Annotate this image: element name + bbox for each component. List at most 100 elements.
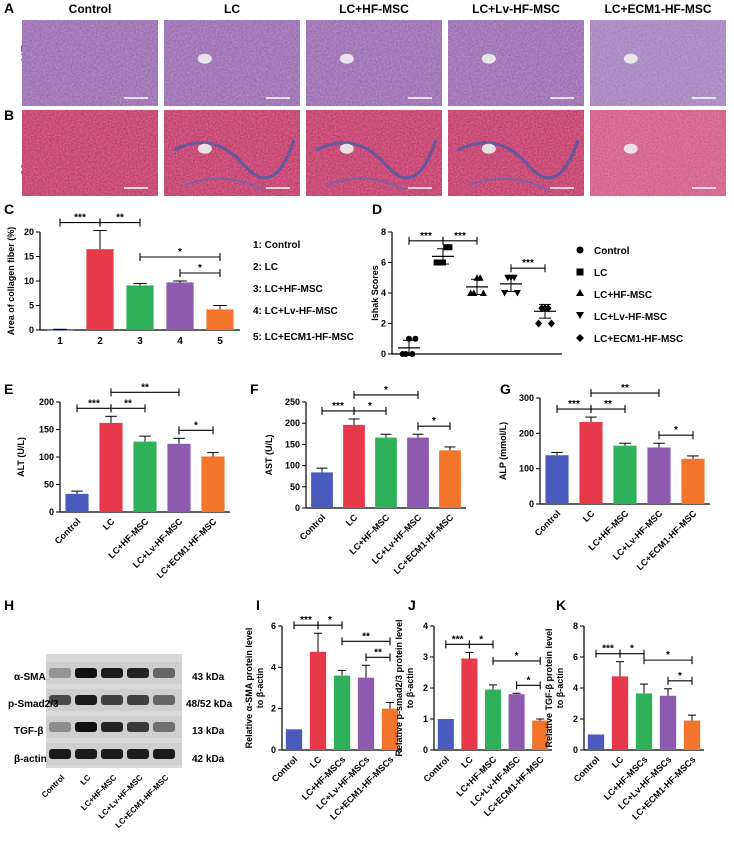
significance-label: * (666, 650, 670, 661)
y-tick-label: 50 (290, 482, 300, 492)
significance-label: * (198, 263, 202, 274)
he-stain-image (22, 20, 158, 106)
bar (681, 458, 705, 504)
legend-d-marker-triangle (576, 289, 584, 296)
x-tick-label: LC+ECM1-HF-MSC (155, 516, 219, 580)
blot-band (127, 722, 149, 732)
y-tick-label: 2 (573, 714, 578, 724)
legend-c-item: 4: LC+Lv-HF-MSC (253, 306, 338, 317)
bar (375, 437, 397, 508)
significance-label: *** (88, 398, 100, 409)
x-tick-label: 4 (177, 336, 183, 347)
bar (167, 443, 191, 512)
panel-letter-i: I (256, 597, 260, 613)
legend-c-item: 2: LC (253, 262, 278, 273)
significance-bracket: * (492, 651, 541, 665)
column-label: LC+ECM1-HF-MSC (605, 2, 712, 16)
y-tick-label: 4 (271, 662, 276, 672)
y-axis-label: Ishak Scores (370, 265, 380, 321)
data-point (443, 244, 450, 251)
significance-label: * (630, 644, 634, 655)
bar (46, 329, 74, 331)
bar (407, 437, 429, 508)
panel-letter-a: A (4, 0, 14, 16)
data-point (433, 259, 440, 266)
y-tick-label: 200 (39, 397, 54, 407)
significance-label: ** (362, 631, 370, 642)
y-tick-label: 3 (423, 652, 428, 662)
significance-label: *** (454, 231, 466, 242)
x-tick-label: 1 (57, 336, 63, 347)
bar (437, 719, 454, 750)
significance-label: ** (621, 383, 629, 394)
x-tick-label: LC (344, 512, 360, 528)
blot-band (101, 749, 123, 759)
blot-band (75, 668, 97, 678)
significance-label: ** (116, 213, 124, 224)
blot-band (75, 695, 97, 705)
significance-bracket: ** (590, 399, 626, 414)
significance-label: * (432, 416, 436, 427)
histology-panels: A B Control LC LC+HF-MSC LC+Lv-HF-MSC LC+ECM… (4, 0, 726, 196)
y-tick-label: 4 (423, 621, 428, 631)
panel-letter-j: J (408, 597, 416, 613)
significance-label: * (384, 385, 388, 396)
x-tick-label: Control (422, 754, 452, 784)
y-axis-label: to β-actin (405, 668, 415, 709)
y-tick-label: 8 (573, 621, 578, 631)
column-label: Control (69, 2, 112, 16)
significance-label: * (678, 671, 682, 682)
legend-c-item: 3: LC+HF-MSC (253, 284, 323, 295)
blot-band (49, 749, 71, 759)
y-axis-label: Relative p-smad2/3 protein level (394, 619, 404, 756)
bar (309, 651, 327, 750)
y-axis-label: Relative α-SMA protein level (244, 628, 254, 749)
significance-label: *** (568, 399, 580, 410)
band-size-asma: 43 kDa (192, 672, 225, 683)
significance-label: *** (300, 615, 312, 626)
bar (532, 720, 549, 750)
significance-bracket: *** (556, 399, 592, 414)
band-size-tgfb: 13 kDa (192, 726, 225, 737)
legend-d-marker-triangle-down (576, 312, 584, 319)
significance-bracket: ** (110, 382, 180, 397)
significance-label: ** (604, 399, 612, 410)
bar (126, 285, 154, 330)
bar (461, 658, 478, 750)
x-tick-label: 3 (137, 336, 143, 347)
y-tick-label: 2 (423, 683, 428, 693)
y-tick-label: 0 (295, 503, 300, 513)
column-label: LC+HF-MSC (339, 2, 409, 16)
y-tick-label: 10 (24, 276, 34, 286)
x-tick-label: LC+ECM1-HF-MSC (635, 508, 699, 572)
data-point (535, 319, 543, 328)
western-blot: α-SMA p-Smad2/3 TGF-β β-actin 43 kDa 48/… (8, 654, 233, 830)
bar (635, 693, 653, 750)
x-tick-label: LC (101, 516, 117, 532)
blot-band (75, 722, 97, 732)
y-tick-label: 1 (423, 714, 428, 724)
masson-stain-image (590, 110, 726, 196)
y-tick-label: 250 (285, 397, 300, 407)
blot-band (153, 695, 175, 705)
legend-d: Control LC LC+HF-MSC LC+Lv-HF-MSC LC+ECM… (576, 246, 683, 345)
panel-letter-b: B (4, 107, 14, 123)
bar (311, 472, 333, 508)
significance-bracket: * (658, 425, 694, 440)
band-size-bactin: 42 kDa (192, 754, 225, 765)
x-tick-label: Control (270, 754, 300, 784)
significance-label: *** (332, 401, 344, 412)
significance-bracket: *** (442, 231, 478, 245)
significance-label: * (178, 247, 182, 258)
blot-band (101, 722, 123, 732)
significance-label: *** (420, 231, 432, 242)
y-tick-label: 300 (519, 393, 534, 403)
x-tick-label: 2 (97, 336, 103, 347)
column-label: LC+Lv-HF-MSC (472, 2, 560, 16)
blot-band (153, 749, 175, 759)
chart-d: 0 2 4 6 8 Ishak Scores *** *** *** (370, 227, 562, 359)
x-tick-label: LC+ECM1-HF-MSC (392, 512, 456, 576)
x-tick-label: Control (53, 516, 83, 546)
